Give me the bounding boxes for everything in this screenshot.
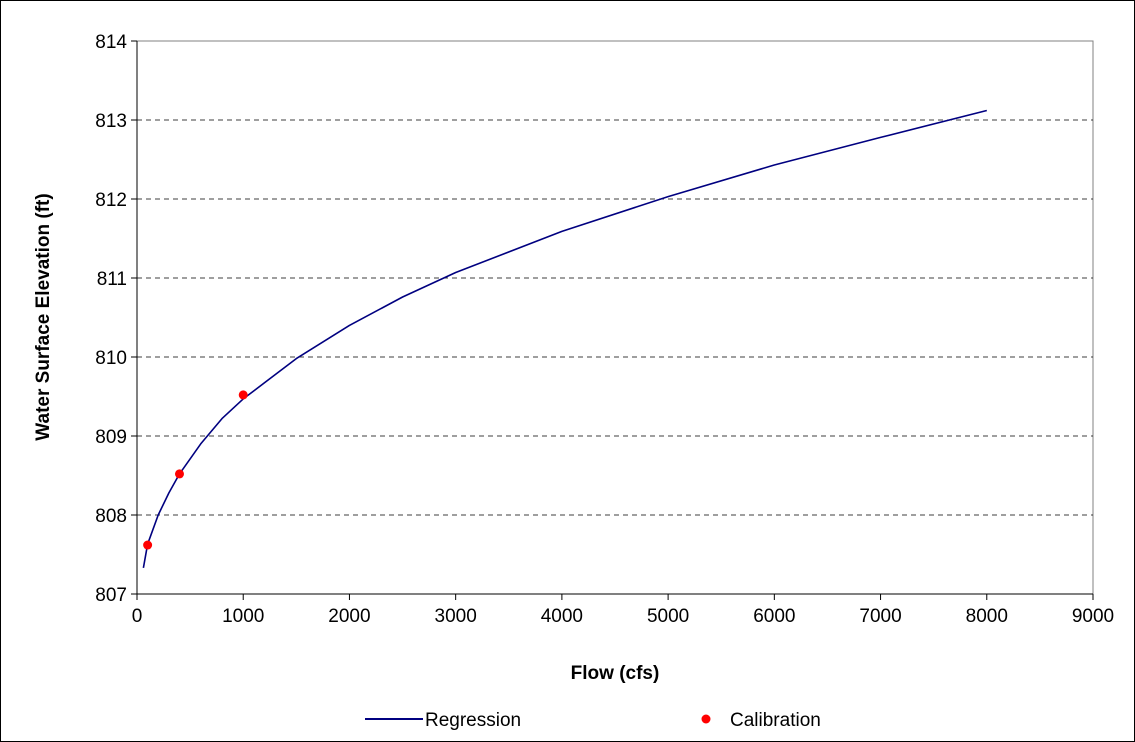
x-tick-label-6000: 6000 <box>753 606 795 627</box>
axes: 807 808 809 810 811 812 813 814 0 1000 2000 3000 400… <box>95 32 1114 627</box>
plot-area <box>136 40 1094 595</box>
calibration-point-3 <box>238 390 248 400</box>
y-tick-label-811: 811 <box>97 269 127 290</box>
x-tick-label-9000: 9000 <box>1072 606 1114 627</box>
y-tick-label-812: 812 <box>95 190 127 211</box>
x-tick-label-5000: 5000 <box>647 606 689 627</box>
x-tick-label-0: 0 <box>132 606 143 627</box>
series-line-regression <box>142 109 987 569</box>
y-tick-label-808: 808 <box>95 506 127 527</box>
y-axis-title: Water Surface Elevation (ft) <box>33 193 54 440</box>
x-tick-label-7000: 7000 <box>859 606 901 627</box>
legend-calibration-label: Calibration <box>730 710 821 731</box>
x-axis-title: Flow (cfs) <box>571 663 660 684</box>
x-tick-label-4000: 4000 <box>541 606 583 627</box>
y-tick-label-814: 814 <box>95 32 127 53</box>
x-tick-label-8000: 8000 <box>966 606 1008 627</box>
x-tick-label-1000: 1000 <box>222 606 264 627</box>
y-tick-label-810: 810 <box>95 348 127 369</box>
x-tick-label-3000: 3000 <box>435 606 477 627</box>
calibration-point-2 <box>174 469 184 479</box>
calibration-point-1 <box>143 540 153 550</box>
legend: Regression Calibration <box>365 710 821 731</box>
legend-calibration-marker <box>701 714 711 724</box>
y-tick-label-809: 809 <box>95 427 127 448</box>
series <box>142 109 987 569</box>
legend-regression-label: Regression <box>425 710 521 731</box>
y-tick-label-813: 813 <box>95 111 127 132</box>
x-tick-label-2000: 2000 <box>328 606 370 627</box>
gridlines <box>137 119 1093 516</box>
y-tick-label-807: 807 <box>95 585 127 606</box>
